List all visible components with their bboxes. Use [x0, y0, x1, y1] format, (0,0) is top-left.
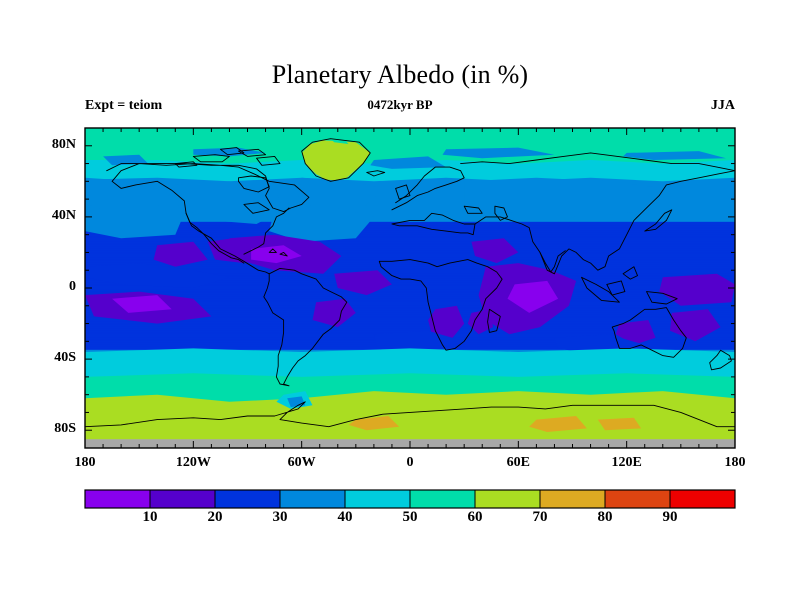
colorbar: [84, 489, 736, 509]
colorbar-tick-label: 30: [272, 509, 288, 525]
experiment-label: Expt = teiom: [85, 98, 163, 113]
colorbar-tick-label: 80: [597, 509, 613, 525]
colorbar-tick-label: 50: [402, 509, 418, 525]
x-tick-label: 120E: [611, 455, 642, 470]
colorbar-tick-label: 40: [337, 509, 353, 525]
y-axis-labels: 80N 40N 0 40S 80S: [30, 0, 76, 600]
albedo-field: [85, 128, 735, 448]
colorbar-tick-label: 10: [142, 509, 158, 525]
x-tick-label: 0: [406, 455, 414, 470]
x-tick-label: 180: [74, 455, 96, 470]
x-tick-label: 180: [724, 455, 746, 470]
y-tick-label: 80N: [51, 136, 76, 152]
colorbar-tick-label: 20: [207, 509, 223, 525]
x-tick-label: 120W: [175, 455, 211, 470]
colorbar-tick-label: 70: [532, 509, 548, 525]
y-tick-label: 40N: [51, 207, 76, 223]
x-tick-label: 60E: [506, 455, 530, 470]
page-title: Planetary Albedo (in %): [271, 60, 529, 89]
y-tick-label: 0: [69, 279, 76, 294]
colorbar-tick-label: 60: [467, 509, 483, 525]
axis-layer: [84, 127, 736, 449]
y-tick-label: 80S: [54, 421, 76, 437]
season-label: JJA: [710, 98, 735, 113]
figure-subtitle: 0472kyr BP: [367, 97, 433, 112]
colorbar-tick-label: 90: [662, 509, 678, 525]
x-tick-label: 60W: [287, 455, 316, 470]
y-tick-label: 40S: [54, 350, 76, 366]
coastline-layer: [85, 138, 735, 428]
